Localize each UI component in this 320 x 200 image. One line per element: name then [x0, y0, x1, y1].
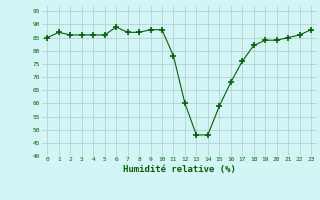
X-axis label: Humidité relative (%): Humidité relative (%)	[123, 165, 236, 174]
